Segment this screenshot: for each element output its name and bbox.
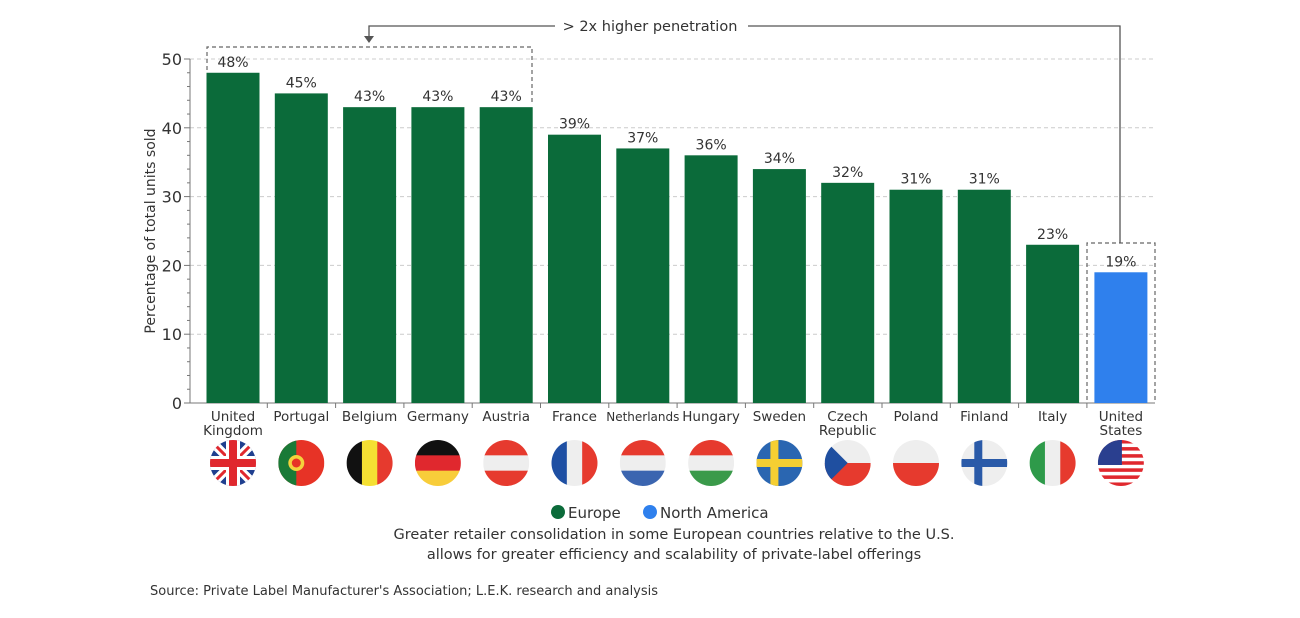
legend-label: North America (660, 504, 769, 522)
y-tick-label: 10 (162, 325, 182, 344)
legend-swatch-north-america (643, 505, 657, 519)
arrow-head-icon (364, 36, 374, 43)
us-bracket (1086, 242, 1156, 400)
flag-at-icon (483, 440, 530, 486)
bar (206, 72, 260, 403)
x-tick-label: Netherlands (606, 410, 679, 424)
flag-cz-icon (824, 440, 871, 486)
bar (957, 189, 1011, 403)
caption-line: allows for greater efficiency and scalab… (427, 547, 921, 563)
x-tick-label: France (552, 409, 597, 425)
x-tick-label: Italy (1038, 409, 1067, 425)
source-note: Source: Private Label Manufacturer's Ass… (150, 584, 658, 599)
flag-de-icon (414, 440, 461, 486)
data-label: 31% (900, 172, 931, 188)
bar (343, 107, 397, 403)
y-tick-label: 20 (162, 256, 182, 275)
data-label: 43% (491, 89, 522, 105)
legend-swatch-europe (551, 505, 565, 519)
bar (752, 169, 806, 403)
x-tick-label: Finland (960, 409, 1008, 425)
x-tick-label: States (1100, 423, 1143, 439)
bar (274, 93, 328, 404)
annotation-text: > 2x higher penetration (563, 19, 738, 35)
bar (684, 155, 738, 403)
y-tick-label: 50 (162, 50, 182, 69)
data-label: 45% (286, 75, 317, 91)
legend-label: Europe (568, 504, 621, 522)
annotation-arrow (368, 25, 1121, 243)
caption-line: Greater retailer consolidation in some E… (393, 527, 954, 543)
flag-fr-icon (551, 440, 598, 486)
data-label: 36% (696, 137, 727, 153)
data-label: 39% (559, 117, 590, 133)
flag-uk-icon (210, 440, 256, 486)
flag-it-icon (1029, 440, 1076, 486)
x-tick-label: United (1099, 409, 1143, 425)
data-label: 37% (627, 130, 658, 146)
y-tick-label: 30 (162, 188, 182, 207)
bar (1026, 244, 1080, 403)
data-label: 23% (1037, 227, 1068, 243)
bar (479, 107, 533, 403)
bar (821, 182, 875, 403)
y-axis-label: Percentage of total units sold (143, 128, 159, 333)
x-tick-label: Germany (407, 409, 469, 425)
flag-be-icon (346, 440, 393, 486)
y-tick-label: 0 (172, 394, 182, 413)
data-label: 31% (969, 172, 1000, 188)
data-label: 19% (1105, 254, 1136, 270)
x-tick-label: United (211, 409, 255, 425)
x-tick-label: Portugal (273, 409, 329, 425)
x-tick-label: Kingdom (203, 423, 263, 439)
x-tick-label: Czech (827, 409, 868, 425)
flag-hu-icon (688, 440, 735, 486)
x-tick-label: Belgium (342, 409, 397, 425)
data-label: 34% (764, 151, 795, 167)
flag-us-icon (1097, 440, 1144, 486)
x-tick-label: Sweden (753, 409, 806, 425)
y-tick-label: 40 (162, 119, 182, 138)
bar (548, 134, 601, 403)
data-label: 48% (217, 55, 248, 71)
x-tick-label: Republic (819, 423, 877, 439)
bar (889, 189, 943, 403)
flag-pt-icon (278, 440, 325, 486)
flag-fi-icon (961, 440, 1008, 486)
bar (411, 107, 465, 403)
flag-se-icon (756, 440, 803, 486)
x-tick-label: Poland (893, 409, 938, 425)
bar (616, 148, 670, 403)
x-tick-label: Austria (482, 409, 530, 425)
data-label: 32% (832, 165, 863, 181)
europe-bracket (206, 46, 533, 104)
bar (1094, 272, 1148, 403)
flag-nl-icon (619, 440, 666, 486)
flag-pl-icon (893, 440, 939, 486)
x-tick-label: Hungary (682, 409, 740, 425)
data-label: 43% (354, 89, 385, 105)
data-label: 43% (422, 89, 453, 105)
